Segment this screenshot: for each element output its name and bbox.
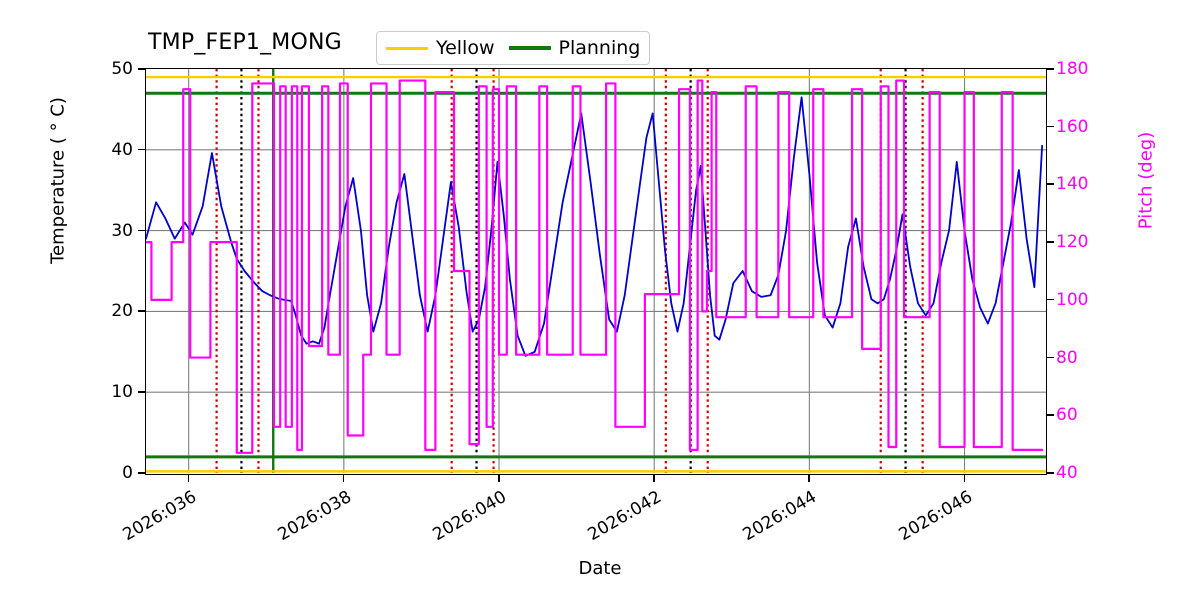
y-tick-mark xyxy=(138,148,145,151)
x-tick-mark xyxy=(963,475,966,482)
x-tick-label: 2026:044 xyxy=(739,487,821,546)
legend-label-yellow: Yellow xyxy=(436,37,495,59)
y-tick-right-label: 40 xyxy=(1056,463,1078,483)
y-tick-label: 0 xyxy=(122,463,133,483)
y-tick-mark xyxy=(138,391,145,393)
y-tick-label: 40 xyxy=(111,139,133,160)
y-tick-label: 20 xyxy=(111,301,133,322)
legend-swatch-yellow xyxy=(386,46,428,50)
y-tick-right-label: 140 xyxy=(1056,174,1089,195)
x-tick-label: 2026:038 xyxy=(274,487,355,546)
y-tick-label: 30 xyxy=(111,220,133,241)
y-tick-label: 50 xyxy=(111,59,133,79)
x-tick-mark xyxy=(808,475,810,482)
legend-item-planning: Planning xyxy=(508,37,641,59)
x-tick-mark xyxy=(498,475,500,482)
x-tick-mark xyxy=(187,475,190,482)
x-tick-label: 2026:036 xyxy=(119,487,200,546)
y-tick-right-mark xyxy=(1047,183,1054,186)
y-tick-right-label: 80 xyxy=(1056,347,1078,368)
y-tick-right-mark xyxy=(1047,125,1054,128)
x-axis-label: Date xyxy=(578,558,622,579)
y-axis-right-label: Pitch (deg) xyxy=(1135,131,1157,230)
x-tick-mark xyxy=(342,475,345,482)
y-tick-right-mark xyxy=(1047,356,1054,359)
chart-title: TMP_FEP1_MONG xyxy=(148,30,342,55)
y-tick-right-label: 160 xyxy=(1056,116,1089,137)
y-tick-right-label: 180 xyxy=(1056,59,1089,79)
y-tick-right-mark xyxy=(1047,298,1054,301)
y-tick-right-mark xyxy=(1047,241,1054,243)
legend-swatch-planning xyxy=(508,46,551,50)
chart-legend: Yellow Planning xyxy=(376,31,651,65)
x-tick-label: 2026:040 xyxy=(429,487,511,546)
x-tick-label: 2026:046 xyxy=(894,487,976,546)
y-tick-mark xyxy=(138,472,145,474)
x-tick-mark xyxy=(653,475,655,482)
y-tick-right-mark xyxy=(1047,68,1054,70)
legend-item-yellow: Yellow xyxy=(386,37,495,59)
plot-clip xyxy=(146,69,1046,474)
plot-svg xyxy=(146,69,1046,473)
y-tick-right-mark xyxy=(1047,472,1054,474)
y-axis-label: Temperature ( ° C) xyxy=(47,97,69,264)
y-tick-mark xyxy=(138,68,145,70)
y-tick-right-label: 60 xyxy=(1056,405,1078,426)
y-tick-right-label: 120 xyxy=(1056,232,1089,253)
x-tick-label: 2026:042 xyxy=(584,487,666,546)
series-line-pitch xyxy=(146,79,1044,454)
y-tick-right-mark xyxy=(1047,414,1054,416)
plot-area xyxy=(145,68,1047,475)
y-tick-label: 10 xyxy=(111,382,133,403)
y-tick-right-label: 100 xyxy=(1056,289,1089,310)
series-line-tmp_fep1_mong xyxy=(146,96,1044,357)
y-tick-mark xyxy=(138,229,145,232)
y-tick-mark xyxy=(138,310,145,312)
legend-label-planning: Planning xyxy=(558,37,641,59)
